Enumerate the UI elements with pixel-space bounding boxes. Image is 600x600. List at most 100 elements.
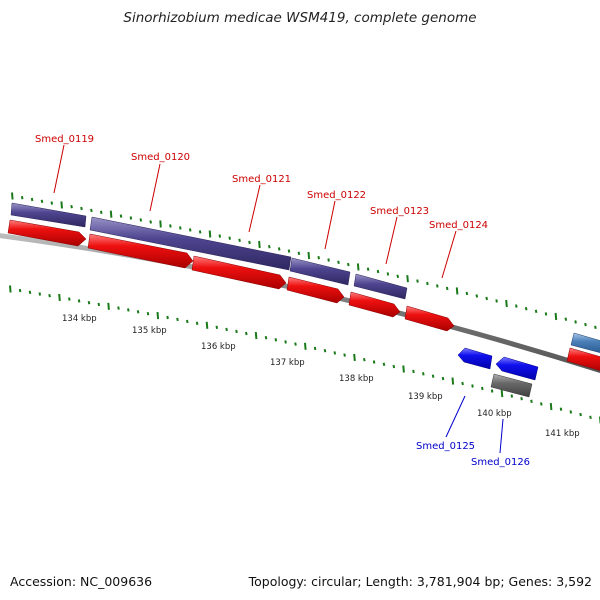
scale-label: 139 kbp (408, 392, 443, 402)
genome-summary-text: Topology: circular; Length: 3,781,904 bp… (248, 574, 592, 589)
cds-arrow-smed-0119[interactable] (7, 219, 87, 247)
cds-arrow-smed-0121[interactable] (191, 255, 287, 290)
major-tick (500, 390, 504, 398)
minor-tick (323, 349, 327, 353)
minor-tick (30, 197, 34, 202)
minor-tick (471, 384, 474, 388)
minor-tick (594, 325, 597, 329)
minor-tick (284, 340, 287, 344)
minor-tick (392, 364, 396, 369)
minor-tick (569, 410, 573, 414)
minor-tick (436, 284, 439, 288)
minor-tick (268, 245, 271, 249)
minor-tick (248, 240, 251, 245)
major-tick (11, 192, 14, 200)
major-tick (455, 287, 459, 295)
cds-arrow-smed-0124[interactable] (404, 305, 455, 332)
minor-tick (343, 353, 346, 357)
cds-arrow-smed-0122[interactable] (286, 276, 345, 304)
minor-tick (372, 360, 376, 364)
minor-tick (238, 238, 241, 242)
gene-bar-smed-0123[interactable] (353, 273, 408, 300)
scale-label: 138 kbp (339, 374, 374, 384)
gene-label-smed-0119[interactable]: Smed_0119 (35, 134, 94, 145)
minor-tick (495, 299, 498, 303)
minor-tick (347, 262, 350, 267)
minor-tick (584, 322, 587, 327)
gene-label-smed-0124[interactable]: Smed_0124 (429, 220, 488, 231)
minor-tick (386, 272, 390, 276)
scale-label: 136 kbp (201, 342, 236, 352)
cds-arrow-smed-0125[interactable] (457, 347, 493, 370)
minor-tick (520, 397, 523, 401)
major-tick (406, 275, 409, 283)
minor-tick (139, 218, 143, 222)
gene-bar-far-right[interactable] (570, 332, 600, 354)
gene-bar-smed-0120[interactable] (89, 216, 292, 271)
cds-arrow-far-right[interactable] (566, 347, 600, 372)
inner-ticks (9, 285, 600, 424)
gene-label-smed-0126[interactable]: Smed_0126 (471, 457, 530, 468)
cds-arrow-smed-0120[interactable] (87, 233, 194, 269)
minor-tick (313, 346, 317, 351)
major-tick (107, 302, 110, 310)
minor-tick (461, 381, 464, 386)
minor-tick (426, 281, 429, 286)
minor-tick (77, 299, 81, 303)
minor-tick (195, 321, 199, 325)
gene-label-smed-0121[interactable]: Smed_0121 (232, 174, 291, 185)
gene-bar-smed-0122[interactable] (289, 257, 351, 286)
minor-tick (225, 327, 228, 332)
cds-arrow-smed-0123[interactable] (348, 291, 401, 318)
gene-label-smed-0122[interactable]: Smed_0122 (307, 190, 366, 201)
major-tick (156, 312, 160, 320)
minor-tick (186, 319, 189, 324)
minor-tick (382, 362, 386, 366)
minor-tick (18, 288, 22, 293)
map-title: Sinorhizobium medicae WSM419, complete g… (123, 10, 477, 26)
minor-tick (20, 196, 24, 200)
gene-label-smed-0123[interactable]: Smed_0123 (370, 206, 429, 217)
major-tick (505, 299, 508, 308)
minor-tick (68, 297, 71, 301)
gene-label-smed-0120[interactable]: Smed_0120 (131, 152, 190, 163)
gene-bar-smed-0126[interactable] (490, 373, 533, 398)
cds-arrow-smed-0126[interactable] (495, 356, 539, 381)
major-tick (109, 210, 113, 218)
outer-ticks (11, 192, 597, 329)
minor-tick (396, 274, 400, 279)
minor-tick (574, 320, 577, 324)
minor-tick (146, 312, 150, 316)
minor-tick (376, 269, 380, 274)
minor-tick (485, 296, 488, 301)
minor-tick (544, 312, 548, 316)
minor-tick (218, 234, 222, 238)
minor-tick (363, 358, 366, 362)
minor-tick (327, 258, 330, 262)
minor-tick (274, 338, 278, 342)
major-tick (58, 293, 61, 301)
minor-tick (176, 317, 179, 322)
minor-tick (129, 216, 133, 220)
minor-tick (534, 309, 538, 313)
gene-labels: Smed_0119 Smed_0120 Smed_0121 Smed_0122 … (35, 134, 530, 468)
scale-label: 141 kbp (545, 429, 580, 439)
minor-tick (564, 317, 568, 321)
gene-bar-smed-0119[interactable] (10, 202, 87, 228)
minor-tick (97, 302, 101, 307)
major-tick (554, 312, 558, 321)
accession-text: Accession: NC_009636 (10, 574, 153, 589)
minor-tick (524, 307, 528, 311)
minor-tick (297, 251, 301, 255)
minor-tick (277, 247, 281, 251)
cds-forward (7, 219, 600, 372)
minor-tick (510, 394, 514, 398)
minor-tick (127, 308, 130, 312)
minor-tick (87, 301, 91, 305)
minor-tick (48, 294, 51, 298)
minor-tick (490, 389, 494, 393)
minor-tick (317, 256, 320, 260)
gene-label-smed-0125[interactable]: Smed_0125 (416, 441, 475, 452)
minor-tick (235, 329, 238, 334)
minor-tick (416, 279, 419, 283)
